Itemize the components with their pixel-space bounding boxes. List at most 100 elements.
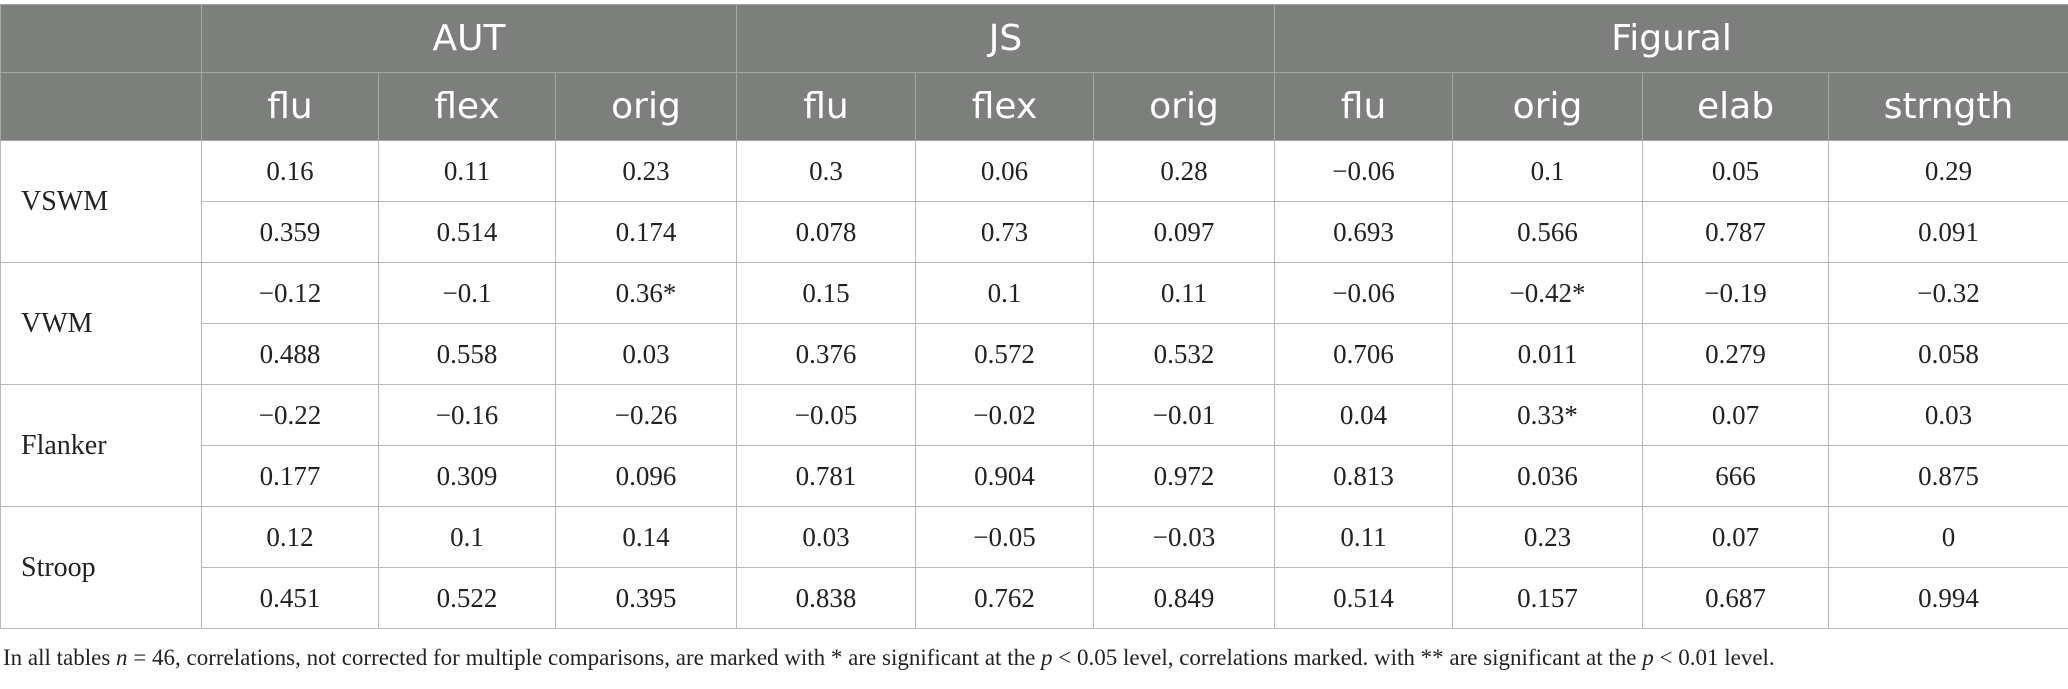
correlation-cell: −0.03 — [1092, 506, 1276, 568]
column-header: orig — [1092, 72, 1276, 141]
p-value-cell: 0.309 — [378, 445, 556, 507]
correlation-cell: 0.07 — [1642, 506, 1830, 568]
correlation-cell: −0.06 — [1274, 262, 1454, 324]
p-value-cell: 0.532 — [1092, 323, 1276, 385]
subcolumn-header-row: flu flex orig flu flex orig flu orig ela… — [0, 72, 2068, 141]
p-value-cell: 0.566 — [1452, 201, 1644, 263]
p-value-cell: 0.279 — [1642, 323, 1830, 385]
column-header: orig — [555, 72, 737, 141]
correlation-cell: −0.12 — [201, 262, 379, 324]
correlation-cell: 0.28 — [1092, 140, 1276, 202]
row-label: Flanker — [0, 384, 202, 507]
p-value-cell: 0.395 — [555, 567, 737, 629]
p-value-cell: 0.813 — [1274, 445, 1454, 507]
correlation-cell: 0.16 — [201, 140, 379, 202]
p-value-cell: 0.904 — [915, 445, 1094, 507]
table-row: VSWM 0.16 0.11 0.23 0.3 0.06 0.28 −0.06 0.1 0.05 0… — [0, 140, 2068, 263]
p-value-cell: 0.514 — [378, 201, 556, 263]
group-header-row: AUT JS Figural — [0, 4, 2068, 73]
p-value-cell: 0.849 — [1092, 567, 1276, 629]
p-value-cell: 0.091 — [1828, 201, 2068, 263]
correlation-table: AUT JS Figural flu flex orig flu flex or… — [0, 4, 2068, 629]
p-value-cell: 0.451 — [201, 567, 379, 629]
table-row: 0.177 0.309 0.096 0.781 0.904 0.972 0.813 0.036… — [1, 445, 2068, 507]
correlation-cell: −0.19 — [1642, 262, 1830, 324]
correlation-cell: 0.14 — [555, 506, 737, 568]
correlation-cell: 0.11 — [1092, 262, 1276, 324]
p-value-cell: 0.096 — [555, 445, 737, 507]
row-label: VSWM — [0, 140, 202, 263]
correlation-cell: 0.23 — [555, 140, 737, 202]
correlation-cell: 0.06 — [915, 140, 1094, 202]
row-label: VWM — [0, 262, 202, 385]
p-value-cell: 0.488 — [201, 323, 379, 385]
p-value-cell: 0.174 — [555, 201, 737, 263]
column-header: orig — [1452, 72, 1644, 141]
p-value-cell: 0.994 — [1828, 567, 2068, 629]
group-header-js: JS — [735, 4, 1276, 73]
p-value-cell: 0.157 — [1452, 567, 1644, 629]
correlation-cell: −0.05 — [915, 506, 1094, 568]
p-value-cell: 0.787 — [1642, 201, 1830, 263]
correlation-cell: 0.04 — [1274, 384, 1454, 446]
group-header-aut: AUT — [201, 4, 737, 73]
correlation-cell: −0.32 — [1828, 262, 2068, 324]
correlation-cell: 0 — [1828, 506, 2068, 568]
table-body: VSWM 0.16 0.11 0.23 0.3 0.06 0.28 −0.06 0.1 0.05 0… — [0, 140, 2068, 629]
correlation-cell: 0.1 — [378, 506, 556, 568]
correlation-cell: 0.03 — [1828, 384, 2068, 446]
correlation-cell: −0.16 — [378, 384, 556, 446]
correlation-cell: 0.11 — [378, 140, 556, 202]
p-value-cell: 0.762 — [915, 567, 1094, 629]
correlation-cell: 0.1 — [915, 262, 1094, 324]
correlation-cell: −0.06 — [1274, 140, 1454, 202]
p-value-cell: 0.522 — [378, 567, 556, 629]
correlation-cell: 0.1 — [1452, 140, 1644, 202]
table-row: VWM −0.12 −0.1 0.36* 0.15 0.1 0.11 −0.06 −0.42* −… — [0, 262, 2068, 385]
p-value-cell: 0.03 — [555, 323, 737, 385]
p-value-cell: 0.036 — [1452, 445, 1644, 507]
p-value-cell: 666 — [1642, 445, 1830, 507]
correlation-cell: 0.23 — [1452, 506, 1644, 568]
p-value-cell: 0.359 — [201, 201, 379, 263]
p-value-cell: 0.572 — [915, 323, 1094, 385]
correlation-cell: 0.15 — [736, 262, 916, 324]
p-value-cell: 0.078 — [736, 201, 916, 263]
column-header: flu — [736, 72, 916, 141]
correlation-cell: −0.01 — [1092, 384, 1276, 446]
table-row: 0.359 0.514 0.174 0.078 0.73 0.097 0.693 0.566 0… — [1, 201, 2068, 263]
p-value-cell: 0.058 — [1828, 323, 2068, 385]
correlation-cell: 0.07 — [1642, 384, 1830, 446]
p-value-cell: 0.376 — [736, 323, 916, 385]
correlation-cell: −0.05 — [736, 384, 916, 446]
corner-cell — [0, 72, 202, 141]
p-value-cell: 0.972 — [1092, 445, 1276, 507]
p-value-cell: 0.687 — [1642, 567, 1830, 629]
table-row: 0.488 0.558 0.03 0.376 0.572 0.532 0.706 0.011 0… — [1, 323, 2068, 385]
correlation-cell: 0.03 — [736, 506, 916, 568]
column-header: strngth — [1828, 72, 2068, 141]
column-header: elab — [1642, 72, 1830, 141]
row-label: Stroop — [0, 506, 202, 629]
correlation-cell: −0.42* — [1452, 262, 1644, 324]
correlation-cell: 0.36* — [555, 262, 737, 324]
column-header: flex — [378, 72, 556, 141]
p-value-cell: 0.177 — [201, 445, 379, 507]
p-value-cell: 0.73 — [915, 201, 1094, 263]
correlation-cell: 0.12 — [201, 506, 379, 568]
correlation-cell: 0.05 — [1642, 140, 1830, 202]
p-value-cell: 0.514 — [1274, 567, 1454, 629]
table-row: Flanker −0.22 −0.16 −0.26 −0.05 −0.02 −0.01 0.0… — [0, 384, 2068, 507]
correlation-cell: 0.33* — [1452, 384, 1644, 446]
column-header: flu — [1274, 72, 1454, 141]
table-footnote: In all tables n = 46, correlations, not … — [3, 645, 1775, 670]
correlation-cell: 0.3 — [736, 140, 916, 202]
table-row: 0.451 0.522 0.395 0.838 0.762 0.849 0.514 0.157… — [1, 567, 2068, 629]
p-value-cell: 0.011 — [1452, 323, 1644, 385]
p-value-cell: 0.558 — [378, 323, 556, 385]
group-header-figural: Figural — [1274, 4, 2068, 73]
p-value-cell: 0.706 — [1274, 323, 1454, 385]
correlation-cell: −0.02 — [915, 384, 1094, 446]
column-header: flu — [201, 72, 379, 141]
correlation-cell: 0.29 — [1828, 140, 2068, 202]
